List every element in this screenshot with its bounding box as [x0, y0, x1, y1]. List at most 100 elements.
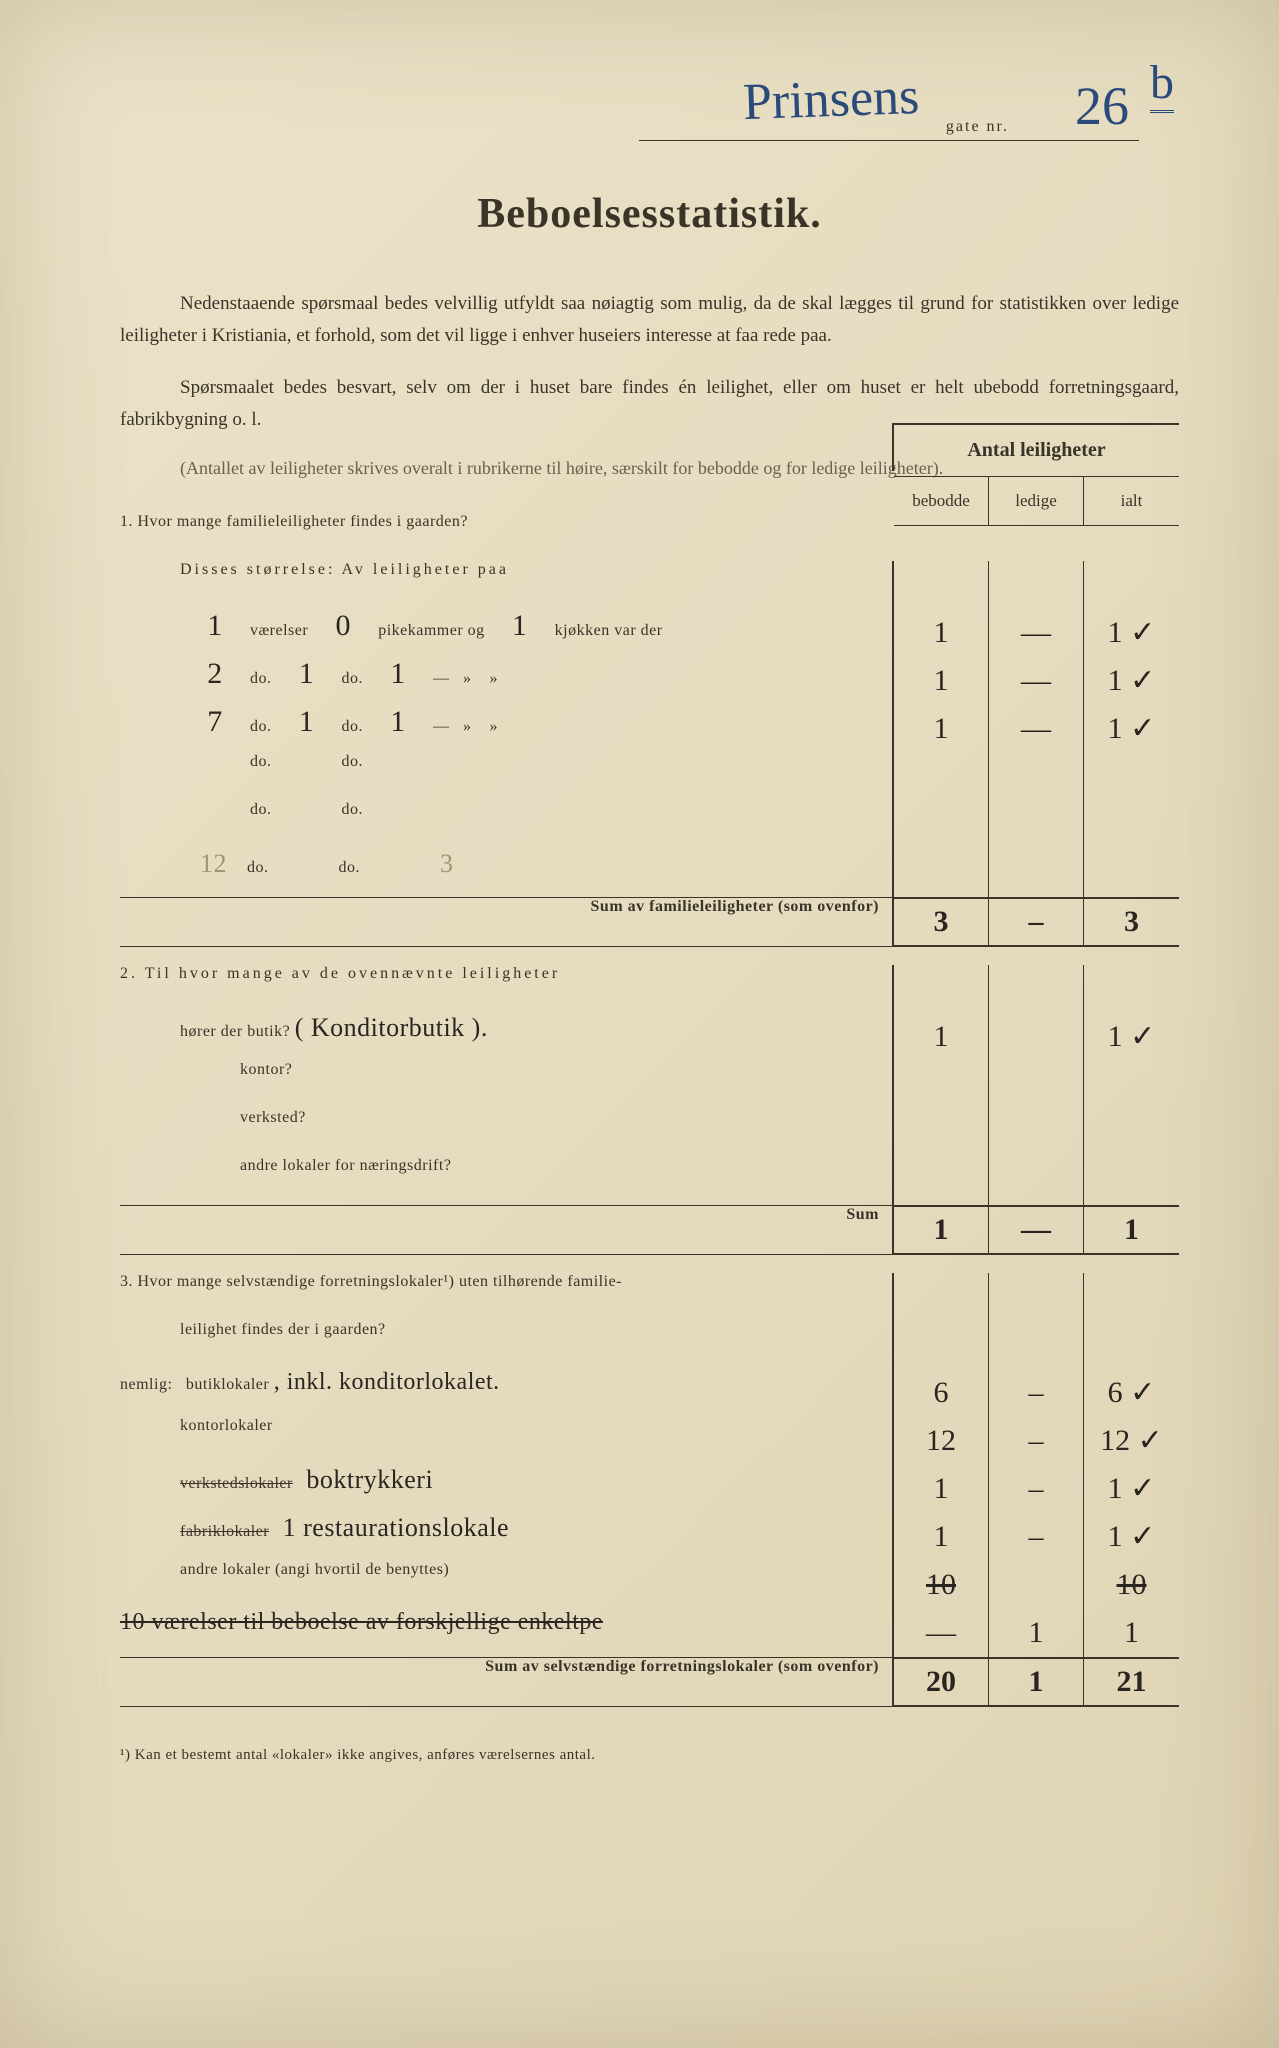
r3-v: 7 [200, 705, 230, 739]
q3-l2-b: 1 [894, 1465, 989, 1513]
r2-v: 2 [200, 657, 230, 691]
q3-l1-i: 12 ✓ [1084, 1417, 1179, 1465]
q3-l5-b: — [894, 1609, 989, 1657]
q3-l2-label: verkstedslokaler [180, 1475, 293, 1492]
q3-title-row2: leilighet findes der i gaarden? [120, 1321, 1179, 1369]
intro-p1: Nedenstaaende spørsmaal bedes velvillig … [120, 288, 1179, 353]
q3-l2-i: 1 ✓ [1084, 1465, 1179, 1513]
q3-l4-i: 10 [1084, 1561, 1179, 1609]
faint-12: 12 [200, 849, 227, 879]
q2-l0-i: 1 ✓ [1084, 1013, 1179, 1061]
do-label: do. [339, 859, 361, 877]
col-bebodde: bebodde [894, 477, 989, 525]
q1-size-row-4: do. do. [120, 753, 1179, 801]
q1-size-row-2: 2 do. 1 do. 1 — » » 1 — 1 ✓ [120, 657, 1179, 705]
do-label: do. [342, 801, 364, 819]
r2-k: 1 [383, 657, 413, 691]
q3-l2-hw: boktrykkeri [306, 1465, 433, 1495]
do-label: do. [342, 753, 364, 771]
do-label: do. [250, 753, 272, 771]
q3-sum-l: 1 [989, 1658, 1084, 1706]
form-body: 1. Hvor mange familieleiligheter findes … [120, 513, 1179, 1707]
document-page: Prinsens gate nr. 26 b Beboelsesstatisti… [0, 0, 1279, 2048]
r3-i: 1 ✓ [1084, 705, 1179, 753]
q3-l0-hw: , inkl. konditorlokalet. [274, 1369, 500, 1396]
q2-line-kontor: kontor? [120, 1061, 1179, 1109]
col-ialt: ialt [1084, 477, 1179, 525]
q1-sum-row: Sum av familieleiligheter (som ovenfor) … [120, 897, 1179, 947]
table-main-header: Antal leiligheter [894, 425, 1179, 477]
q3-l4-b: 10 [894, 1561, 989, 1609]
q3-line-extra: 10 værelser til beboelse av forskjellige… [120, 1609, 1179, 1657]
q1-sum-l: – [989, 898, 1084, 946]
street-name-handwritten: Prinsens [742, 67, 920, 132]
do-label: do. [247, 859, 269, 877]
r2-l: — [989, 657, 1084, 705]
r1-vaerelser: 1 [200, 609, 230, 643]
kjokken-label: kjøkken var der [555, 622, 663, 640]
q2-sum-row: Sum 1 — 1 [120, 1205, 1179, 1255]
q3-l3-b: 1 [894, 1513, 989, 1561]
q3-l5-l: 1 [989, 1609, 1084, 1657]
q2-sum-b: 1 [894, 1206, 989, 1254]
q3-l3-label: fabriklokaler [180, 1523, 269, 1540]
q3-l2-l: – [989, 1465, 1084, 1513]
r1-ledige: — [989, 609, 1084, 657]
footnote: ¹) Kan et bestemt antal «lokaler» ikke a… [120, 1747, 1179, 1764]
gate-label: gate nr. [946, 118, 1009, 136]
q2-sum-i: 1 [1084, 1206, 1179, 1254]
vaerelser-label: værelser [250, 622, 308, 640]
q2-sum-l: — [989, 1206, 1084, 1254]
q2-l0-label: hører der butik? [180, 1023, 290, 1040]
q3-l4-l [989, 1561, 1084, 1609]
r3-k: 1 [383, 705, 413, 739]
r1-bebodde: 1 [894, 609, 989, 657]
q3-l0-b: 6 [894, 1369, 989, 1417]
pike-label: pikekammer og [378, 622, 484, 640]
header-underline [639, 140, 1139, 141]
col-ledige: ledige [989, 477, 1084, 525]
q3-line-fabrik: fabriklokaler 1 restaurationslokale 1 – … [120, 1513, 1179, 1561]
do-label: do. [342, 718, 364, 736]
r2-p: 1 [292, 657, 322, 691]
r2-i: 1 ✓ [1084, 657, 1179, 705]
q2-title-row: 2. Til hvor mange av de ovennævnte leili… [120, 965, 1179, 1013]
q1-sum-i: 3 [1084, 898, 1179, 946]
r2-b: 1 [894, 657, 989, 705]
q3-line-kontor: kontorlokaler 12 – 12 ✓ [120, 1417, 1179, 1465]
header-line: Prinsens gate nr. 26 b [120, 90, 1179, 150]
r3-b: 1 [894, 705, 989, 753]
q2-line-andre: andre lokaler for næringsdrift? [120, 1157, 1179, 1205]
q3-l3-l: – [989, 1513, 1084, 1561]
q1-sizes-label-row: Disses størrelse: Av leiligheter paa [120, 561, 1179, 609]
q3-line-butik: nemlig: butiklokaler , inkl. konditorlok… [120, 1369, 1179, 1417]
r3-l: — [989, 705, 1084, 753]
q3-l1-b: 12 [894, 1417, 989, 1465]
q3-line-andre: andre lokaler (angi hvortil de benyttes)… [120, 1561, 1179, 1609]
q3-sum-b: 20 [894, 1658, 989, 1706]
q3-title-row1: 3. Hvor mange selvstændige forretningslo… [120, 1273, 1179, 1321]
gate-number-handwritten: 26 [1075, 75, 1129, 137]
q1-size-row-5: do.do. [120, 801, 1179, 849]
r3-p: 1 [292, 705, 322, 739]
q3-l0-l: – [989, 1369, 1084, 1417]
q3-l0-i: 6 ✓ [1084, 1369, 1179, 1417]
do-label: do. [342, 670, 364, 688]
q3-l5-hw: 10 værelser til beboelse av forskjellige… [120, 1609, 603, 1636]
q3-line-verksted: verkstedslokaler boktrykkeri 1 – 1 ✓ [120, 1465, 1179, 1513]
q3-l3-hw: 1 restaurationslokale [283, 1513, 509, 1543]
do-label: do. [250, 670, 272, 688]
q2-l0-l [989, 1013, 1084, 1061]
q1-title-row: 1. Hvor mange familieleiligheter findes … [120, 513, 1179, 561]
q1-size-row-6: 12 do. do. 3 [120, 849, 1179, 897]
q2-l0-hw: ( Konditorbutik ). [295, 1013, 488, 1043]
r1-pike: 0 [328, 609, 358, 643]
q1-sum-b: 3 [894, 898, 989, 946]
r1-kjokken: 1 [505, 609, 535, 643]
nemlig-label: nemlig: [120, 1376, 172, 1393]
gate-suffix-handwritten: b [1150, 55, 1174, 113]
q3-l0-label: butiklokaler [186, 1376, 269, 1393]
faint-3: 3 [440, 849, 454, 879]
r1-ialt: 1 ✓ [1084, 609, 1179, 657]
page-title: Beboelsesstatistik. [120, 190, 1179, 238]
